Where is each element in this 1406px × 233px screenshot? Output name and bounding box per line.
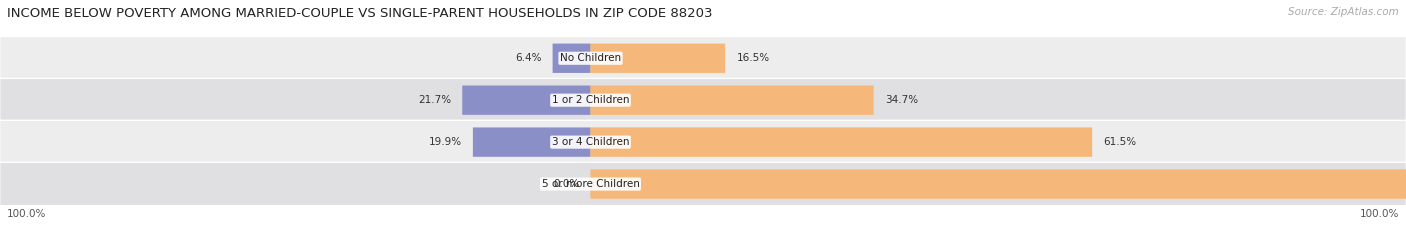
- FancyBboxPatch shape: [0, 162, 1406, 206]
- Text: 100.0%: 100.0%: [1360, 209, 1399, 219]
- FancyBboxPatch shape: [591, 169, 1406, 199]
- FancyBboxPatch shape: [472, 127, 591, 157]
- Text: 5 or more Children: 5 or more Children: [541, 179, 640, 189]
- Text: 16.5%: 16.5%: [737, 53, 769, 63]
- FancyBboxPatch shape: [0, 120, 1406, 164]
- Text: 3 or 4 Children: 3 or 4 Children: [551, 137, 630, 147]
- FancyBboxPatch shape: [463, 86, 591, 115]
- Text: 21.7%: 21.7%: [418, 95, 451, 105]
- Text: 34.7%: 34.7%: [884, 95, 918, 105]
- FancyBboxPatch shape: [591, 127, 1092, 157]
- FancyBboxPatch shape: [591, 44, 725, 73]
- FancyBboxPatch shape: [591, 86, 873, 115]
- Text: No Children: No Children: [560, 53, 621, 63]
- Text: 100.0%: 100.0%: [7, 209, 46, 219]
- Text: 61.5%: 61.5%: [1104, 137, 1136, 147]
- FancyBboxPatch shape: [0, 78, 1406, 122]
- Text: 6.4%: 6.4%: [515, 53, 541, 63]
- FancyBboxPatch shape: [553, 44, 591, 73]
- Text: 19.9%: 19.9%: [429, 137, 461, 147]
- Text: INCOME BELOW POVERTY AMONG MARRIED-COUPLE VS SINGLE-PARENT HOUSEHOLDS IN ZIP COD: INCOME BELOW POVERTY AMONG MARRIED-COUPL…: [7, 7, 713, 20]
- Text: 1 or 2 Children: 1 or 2 Children: [551, 95, 630, 105]
- Text: Source: ZipAtlas.com: Source: ZipAtlas.com: [1288, 7, 1399, 17]
- FancyBboxPatch shape: [0, 36, 1406, 80]
- Text: 0.0%: 0.0%: [553, 179, 579, 189]
